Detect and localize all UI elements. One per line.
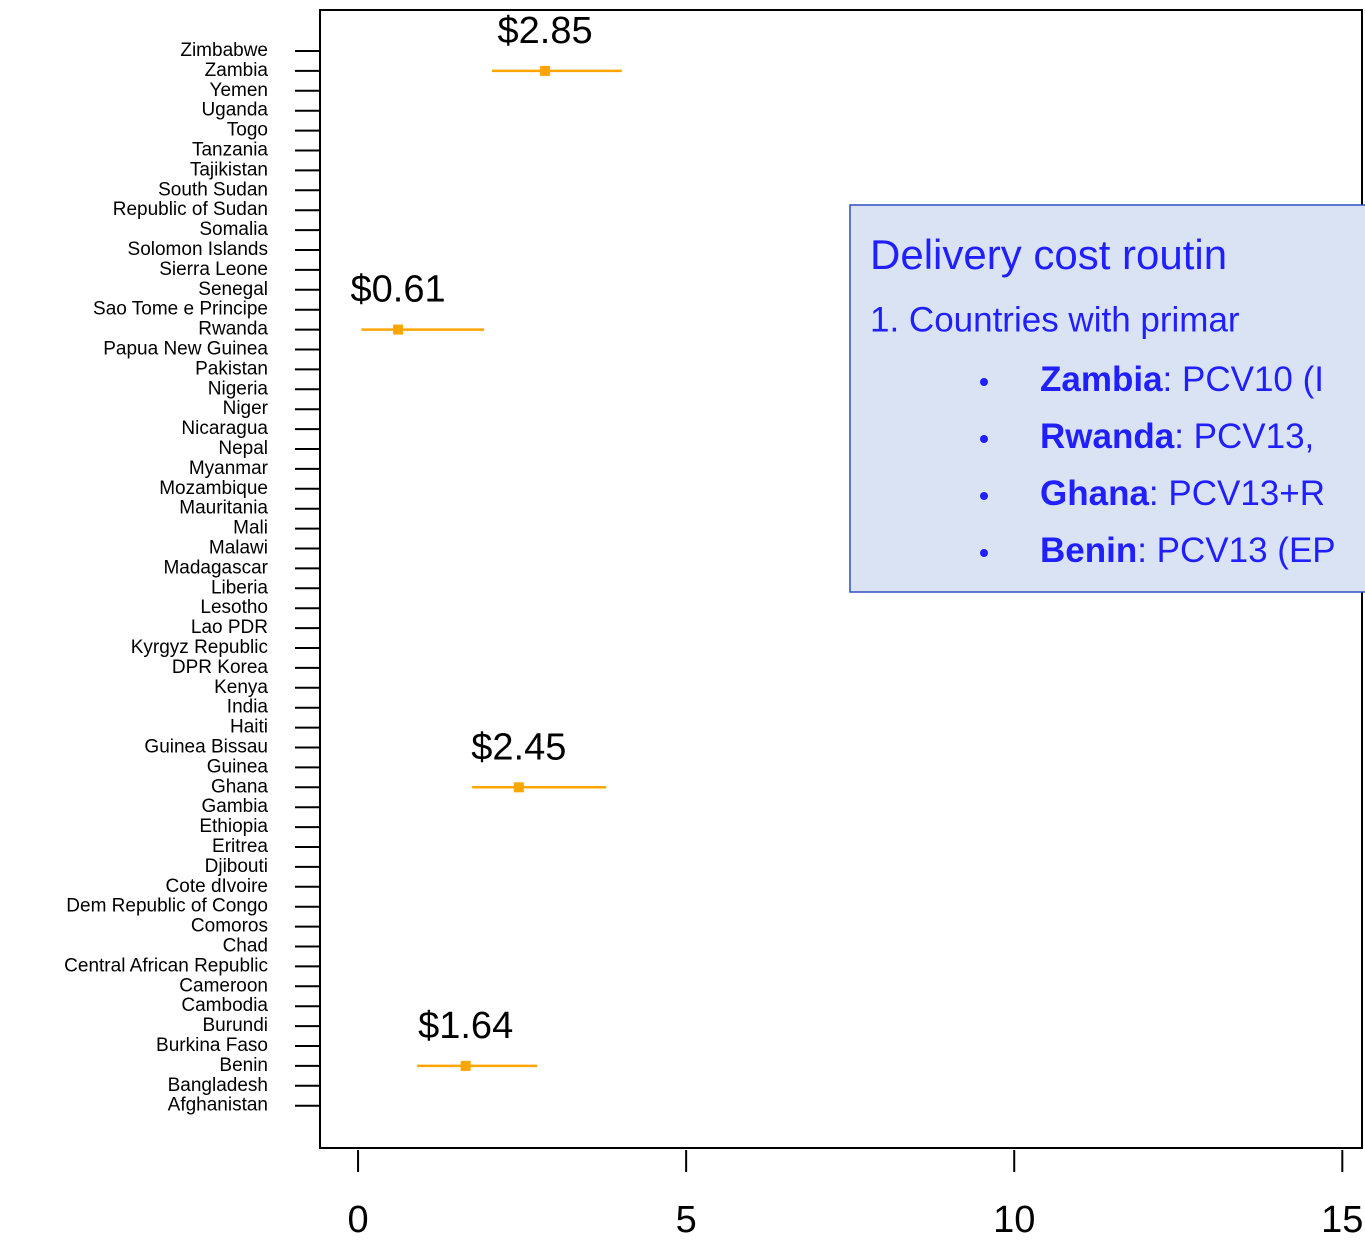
y-tick-label: Madagascar [163, 557, 268, 578]
bullet-bold: Ghana [1040, 474, 1149, 513]
x-tick-label: 5 [676, 1199, 697, 1241]
bullet-text: : PCV10 (I [1163, 360, 1324, 399]
y-tick-label: Cameroon [179, 975, 268, 996]
bullet [980, 378, 988, 386]
point [513, 782, 524, 793]
y-tick-label: Guinea [207, 756, 269, 777]
annotation-title: Delivery cost routin [870, 231, 1227, 278]
y-tick-label: Pakistan [195, 358, 268, 379]
y-tick-label: Togo [227, 120, 268, 141]
y-tick-label: Liberia [211, 577, 268, 598]
bullet-text: : PCV13, [1174, 417, 1314, 456]
y-tick-label: Tanzania [192, 140, 268, 161]
value-label: $2.85 [498, 10, 593, 52]
bullet [980, 492, 988, 500]
y-tick-label: Yemen [210, 80, 268, 101]
x-tick-label: 15 [1321, 1199, 1363, 1241]
y-tick-label: Zimbabwe [180, 40, 268, 61]
y-tick-label: Burundi [203, 1015, 269, 1036]
y-tick-label: Sierra Leone [159, 259, 268, 280]
y-tick-label: Cambodia [181, 995, 268, 1016]
bullet-bold: Zambia [1040, 360, 1163, 399]
y-tick-label: Nepal [218, 438, 268, 459]
bullet-bold: Rwanda [1040, 417, 1175, 456]
y-tick-label: Dem Republic of Congo [66, 896, 268, 917]
y-tick-label: Djibouti [205, 856, 268, 877]
bullet [980, 549, 988, 557]
y-tick-label: Eritrea [212, 836, 268, 857]
y-tick-label: Benin [219, 1055, 268, 1076]
y-tick-label: Uganda [201, 100, 268, 121]
y-tick-label: South Sudan [158, 179, 268, 200]
y-tick-label: Cote dIvoire [166, 876, 268, 897]
value-label: $2.45 [471, 726, 566, 768]
y-tick-label: Bangladesh [168, 1075, 268, 1096]
y-tick-label: Comoros [191, 916, 268, 937]
annotation-item: 1. Countries with primar [870, 300, 1240, 339]
y-tick-label: Gambia [201, 796, 268, 817]
y-tick-label: Ghana [211, 776, 268, 797]
y-tick-label: India [227, 697, 269, 718]
y-tick-label: DPR Korea [172, 657, 269, 678]
annotation-bullet: Ghana: PCV13+R [1040, 474, 1325, 513]
y-tick-label: Nigeria [208, 378, 269, 399]
y-tick-label: Malawi [209, 538, 268, 559]
y-tick-label: Chad [223, 936, 268, 957]
annotation-bullet: Benin: PCV13 (EP [1040, 531, 1336, 570]
value-label: $0.61 [351, 269, 446, 311]
y-tick-label: Central African Republic [64, 955, 268, 976]
bullet-text: : PCV13 (EP [1137, 531, 1335, 570]
y-tick-label: Niger [223, 398, 269, 419]
y-tick-label: Mozambique [159, 478, 268, 499]
annotation-box [849, 204, 1365, 593]
y-tick-label: Afghanistan [168, 1095, 268, 1116]
y-tick-label: Ethiopia [199, 816, 268, 837]
annotation-bullet: Zambia: PCV10 (I [1040, 360, 1324, 399]
x-tick-label: 10 [993, 1199, 1035, 1241]
y-tick-label: Republic of Sudan [113, 199, 268, 220]
bullet [980, 435, 988, 443]
y-tick-label: Mauritania [179, 498, 268, 519]
y-tick-label: Lao PDR [191, 617, 268, 638]
x-tick-label: 0 [347, 1199, 368, 1241]
y-tick-label: Zambia [205, 60, 269, 81]
y-tick-label: Papua New Guinea [103, 339, 268, 360]
y-tick-label: Kyrgyz Republic [131, 637, 268, 658]
y-tick-label: Burkina Faso [156, 1035, 268, 1056]
y-tick-label: Rwanda [198, 319, 268, 340]
point [460, 1060, 471, 1071]
bullet-text: : PCV13+R [1149, 474, 1325, 513]
value-label: $1.64 [418, 1005, 513, 1047]
y-tick-label: Solomon Islands [128, 239, 268, 260]
bullet-bold: Benin [1040, 531, 1137, 570]
y-tick-label: Guinea Bissau [144, 737, 268, 758]
y-tick-label: Somalia [199, 219, 268, 240]
y-tick-label: Lesotho [200, 597, 268, 618]
point [393, 324, 404, 335]
y-tick-label: Nicaragua [181, 418, 268, 439]
y-tick-label: Kenya [214, 677, 268, 698]
y-tick-label: Myanmar [189, 458, 269, 479]
y-tick-label: Senegal [198, 279, 268, 300]
annotation-bullet: Rwanda: PCV13, [1040, 417, 1314, 456]
y-tick-label: Tajikistan [190, 159, 268, 180]
y-tick-label: Haiti [230, 717, 268, 738]
y-tick-label: Sao Tome e Principe [93, 299, 268, 320]
y-tick-label: Mali [233, 518, 268, 539]
point [540, 65, 551, 76]
